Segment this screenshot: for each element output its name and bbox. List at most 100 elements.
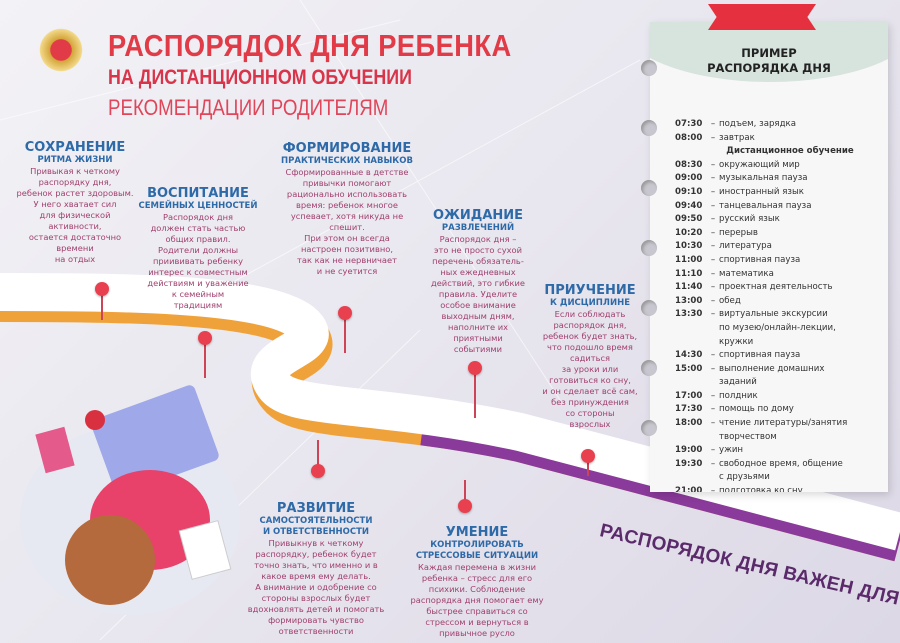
block-rhythm: СОХРАНЕНИЕ РИТМА ЖИЗНИ Привыкая к четкому … xyxy=(17,140,134,265)
child-at-laptop-illustration xyxy=(20,385,240,615)
schedule-dash: – xyxy=(710,132,716,143)
schedule-row: 08:30– окружающий мир xyxy=(675,159,885,173)
schedule-time: 10:30 xyxy=(675,241,703,252)
block-title: ОЖИДАНИЕ xyxy=(432,208,524,223)
pin-icon xyxy=(311,464,325,478)
block-title: УМЕНИЕ xyxy=(445,525,509,540)
block-text: Если соблюдать распорядок дня, ребенок б… xyxy=(542,309,638,429)
schedule-row: 21:00 – подготовка ко сну xyxy=(675,485,885,492)
schedule-activity: свободное время, общение с друзьями xyxy=(719,458,843,483)
block-values: ВОСПИТАНИЕ СЕМЕЙНЫХ ЦЕННОСТЕЙ Распорядок д… xyxy=(139,186,258,311)
schedule-activity: перерыв xyxy=(719,227,758,238)
schedule-time: 15:00 xyxy=(675,363,703,374)
schedule-activity: математика xyxy=(719,268,774,279)
block-title: РАЗВИТИЕ xyxy=(276,501,356,516)
schedule-activity: виртуальные экскурсии по музею/онлайн-ле… xyxy=(719,309,836,347)
schedule-activity: музыкальная пауза xyxy=(719,173,808,184)
block-subtitle: РАЗВЛЕЧЕНИЙ xyxy=(441,223,515,233)
block-title: ФОРМИРОВАНИЕ xyxy=(282,141,412,156)
schedule-activity: чтение литературы/занятия творчеством xyxy=(719,418,848,442)
ribbon-decoration xyxy=(708,4,816,30)
schedule-time: 13:00 xyxy=(675,295,703,306)
schedule-dash: – xyxy=(710,200,716,211)
schedule-row: 17:00– полдник xyxy=(675,390,885,404)
block-subtitle: КОНТРОЛИРОВАТЬ СТРЕССОВЫЕ СИТУАЦИИ xyxy=(415,540,539,561)
schedule-dash: – xyxy=(710,363,716,374)
schedule-dash: – xyxy=(710,241,716,252)
schedule-activity: литература xyxy=(719,241,772,252)
schedule-time: 21:00 xyxy=(675,486,703,492)
schedule-activity: ужин xyxy=(719,445,744,456)
block-subtitle: ПРАКТИЧЕСКИХ НАВЫКОВ xyxy=(281,156,413,166)
schedule-time: 17:30 xyxy=(675,404,703,415)
block-title: ПРИУЧЕНИЕ xyxy=(544,283,636,298)
schedule-time: 08:30 xyxy=(675,159,703,170)
schedule-activity: подготовка ко сну xyxy=(719,486,803,492)
schedule-time: 11:40 xyxy=(675,282,703,293)
schedule-title: ПРИМЕР РАСПОРЯДКА ДНЯ xyxy=(707,46,831,75)
pin-icon xyxy=(338,306,352,320)
schedule-time: 10:20 xyxy=(675,227,703,238)
block-subtitle: К ДИСЦИПЛИНЕ xyxy=(549,298,631,308)
schedule-activity: выполнение домашних заданий xyxy=(719,363,825,388)
schedule-activity: обед xyxy=(719,295,741,306)
pin-icon xyxy=(468,361,482,375)
pin-icon xyxy=(198,331,212,345)
schedule-dash: – xyxy=(710,186,716,197)
schedule-row: 13:30– виртуальные экскурсии по музею/онл… xyxy=(675,308,885,349)
schedule-dash: – xyxy=(710,227,716,238)
schedule-row: 09:00– музыкальная пауза xyxy=(675,172,885,186)
schedule-time: 17:00 xyxy=(675,390,703,401)
schedule-dash: – xyxy=(710,390,716,401)
pin-icon xyxy=(95,282,109,296)
schedule-time: 11:00 xyxy=(675,254,703,265)
block-text: Распорядок дня – это не просто сухой пер… xyxy=(430,234,526,354)
schedule-time: 18:00 xyxy=(675,418,703,429)
block-independence: РАЗВИТИЕ САМОСТОЯТЕЛЬНОСТИ И ОТВЕТСТВЕННО… xyxy=(248,501,385,637)
schedule-row: 18:00– чтение литературы/занятия творчест… xyxy=(675,417,885,444)
schedule-time: 09:50 xyxy=(675,214,703,225)
block-title: ВОСПИТАНИЕ xyxy=(147,186,249,201)
block-entertainment: ОЖИДАНИЕ РАЗВЛЕЧЕНИЙ Распорядок дня – это … xyxy=(431,208,525,355)
schedule-activity: помощь по дому xyxy=(719,404,794,415)
schedule-dash: – xyxy=(710,214,716,225)
schedule-dash: – xyxy=(710,486,716,492)
schedule-time: 11:10 xyxy=(675,268,703,279)
block-skills: ФОРМИРОВАНИЕ ПРАКТИЧЕСКИХ НАВЫКОВ Сформиро… xyxy=(281,141,413,277)
block-subtitle: РИТМА ЖИЗНИ xyxy=(37,155,113,165)
schedule-list: 07:30– подъем, зарядка 08:00– завтрак Дистан… xyxy=(675,118,885,492)
schedule-dash: – xyxy=(710,309,716,320)
pin-icon xyxy=(458,499,472,513)
page-tagline: РЕКОМЕНДАЦИИ РОДИТЕЛЯМ xyxy=(108,95,389,120)
schedule-dash: – xyxy=(710,404,716,415)
schedule-activity: подъем, зарядка xyxy=(719,119,796,129)
schedule-dash: – xyxy=(710,418,716,429)
schedule-section: Дистанционное обучение xyxy=(726,146,854,157)
schedule-row: 19:30– свободное время, общение с друзьям… xyxy=(675,458,885,485)
page-title: РАСПОРЯДОК ДНЯ РЕБЕНКА xyxy=(108,28,512,63)
block-text: Привыкая к четкому распорядку дня, ребен… xyxy=(16,166,134,264)
schedule-row: 08:00– завтрак xyxy=(675,132,885,146)
schedule-time: 14:30 xyxy=(675,350,703,361)
schedule-activity: танцевальная пауза xyxy=(719,200,812,211)
block-text: Распорядок дня должен стать частью общих… xyxy=(147,212,249,310)
schedule-dash: – xyxy=(710,268,716,279)
schedule-activity: окружающий мир xyxy=(719,159,800,170)
pin-icon xyxy=(581,449,595,463)
schedule-row: 15:00– выполнение домашних заданий xyxy=(675,363,885,390)
schedule-dash: – xyxy=(710,295,716,306)
block-stress: УМЕНИЕ КОНТРОЛИРОВАТЬ СТРЕССОВЫЕ СИТУАЦИИ… xyxy=(410,525,543,639)
schedule-time: 07:30 xyxy=(675,119,703,129)
schedule-time: 13:30 xyxy=(675,309,703,320)
block-text: Привыкнув к четкому распорядку, ребенок … xyxy=(247,538,385,636)
schedule-time: 09:40 xyxy=(675,200,703,211)
schedule-time: 08:00 xyxy=(675,132,703,143)
schedule-time: 19:30 xyxy=(675,458,703,469)
schedule-dash: – xyxy=(710,458,716,469)
schedule-activity: русский язык xyxy=(719,214,780,225)
schedule-dash: – xyxy=(710,445,716,456)
page-subtitle: НА ДИСТАНЦИОННОМ ОБУЧЕНИИ xyxy=(108,66,412,89)
schedule-row: 13:00– обед xyxy=(675,295,885,309)
block-discipline: ПРИУЧЕНИЕ К ДИСЦИПЛИНЕ Если соблюдать расп… xyxy=(542,283,637,430)
